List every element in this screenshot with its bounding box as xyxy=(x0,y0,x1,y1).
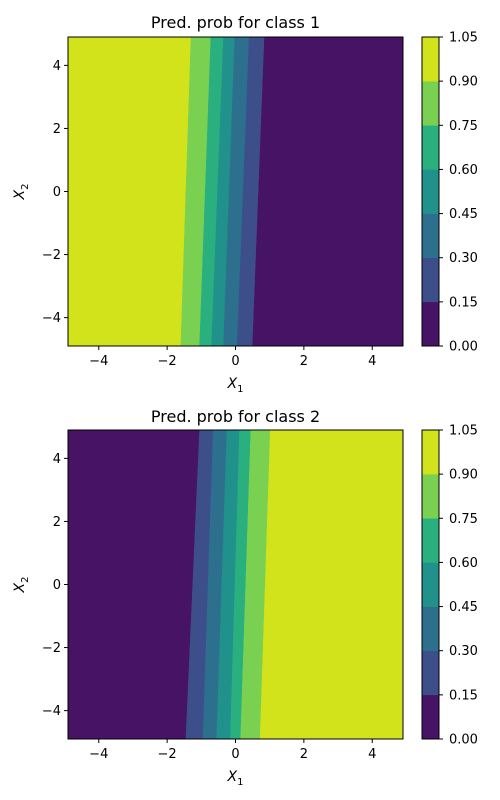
colorbar-segment xyxy=(421,473,440,519)
x-tick-label: 4 xyxy=(368,747,376,762)
y-tick-label: 4 xyxy=(53,452,61,467)
x-tick-label: 4 xyxy=(368,354,376,369)
colorbar-tick-label: 0.60 xyxy=(449,556,478,571)
contour-band xyxy=(67,429,200,740)
colorbar-tick-label: 0.90 xyxy=(449,468,478,483)
colorbar-tick-label: 0.30 xyxy=(449,644,478,659)
x-axis-label-sub: 1 xyxy=(237,777,243,788)
contour-band xyxy=(252,36,404,347)
colorbar-tick-label: 0.00 xyxy=(449,340,478,355)
panel-class-2: Pred. prob for class 2−4 −2 0 2 4−4−2024X1X2… xyxy=(12,407,478,788)
colorbar-segment xyxy=(421,518,440,563)
x-tick-label: −2 xyxy=(158,747,177,762)
x-tick-label: 0 xyxy=(231,747,239,762)
colorbar-tick-label: 0.45 xyxy=(449,207,478,222)
x-tick-label: −4 xyxy=(89,354,108,369)
x-axis-label: X1 xyxy=(227,769,244,788)
colorbar-frame xyxy=(421,36,440,347)
colorbar-segment xyxy=(421,606,440,651)
y-axis-label-sub: 2 xyxy=(20,577,31,583)
y-tick-label: 0 xyxy=(53,578,61,593)
colorbar-segment xyxy=(421,80,440,126)
y-tick-label: −4 xyxy=(42,311,61,326)
x-tick-label: −2 xyxy=(158,354,177,369)
y-tick-label: −2 xyxy=(42,641,61,656)
x-axis-label-main: X xyxy=(227,769,238,785)
chart-title: Pred. prob for class 2 xyxy=(151,407,320,426)
colorbar-segment xyxy=(421,562,440,607)
colorbar-tick-label: 0.75 xyxy=(449,512,478,527)
colorbar-tick-label: 0.90 xyxy=(449,75,478,90)
x-tick-label: −4 xyxy=(89,747,108,762)
colorbar-segment xyxy=(421,301,440,347)
y-tick-label: −2 xyxy=(42,248,61,263)
y-axis-label: X2 xyxy=(12,577,31,594)
colorbar-tick-label: 0.30 xyxy=(449,251,478,266)
x-tick-label: 0 xyxy=(231,354,239,369)
colorbar-segment xyxy=(421,429,440,475)
y-tick-label: 2 xyxy=(53,122,61,137)
y-axis-label-main: X xyxy=(12,189,28,200)
colorbar-segment xyxy=(421,36,440,82)
y-axis-label: X2 xyxy=(12,184,31,201)
x-axis-label-sub: 1 xyxy=(237,384,243,395)
y-tick-label: −4 xyxy=(42,704,61,719)
colorbar-frame xyxy=(421,429,440,740)
x-tick-label: 2 xyxy=(300,747,308,762)
x-axis-label-main: X xyxy=(227,376,238,392)
y-axis-label-sub: 2 xyxy=(20,184,31,190)
x-tick-label: 2 xyxy=(300,354,308,369)
colorbar-segment xyxy=(421,213,440,258)
colorbar-tick-label: 0.15 xyxy=(449,688,478,703)
colorbar-tick-label: 0.15 xyxy=(449,295,478,310)
colorbar-tick-label: 0.45 xyxy=(449,600,478,615)
contour-band xyxy=(67,36,192,347)
colorbar-segment xyxy=(421,694,440,740)
contour-band xyxy=(259,429,404,740)
colorbar-tick-label: 0.75 xyxy=(449,119,478,134)
y-tick-label: 0 xyxy=(53,185,61,200)
y-tick-label: 2 xyxy=(53,515,61,530)
colorbar-tick-label: 1.05 xyxy=(449,31,478,46)
y-tick-label: 4 xyxy=(53,59,61,74)
chart-title: Pred. prob for class 1 xyxy=(151,13,320,32)
colorbar-segment xyxy=(421,169,440,214)
colorbar-tick-label: 0.00 xyxy=(449,733,478,748)
colorbar-segment xyxy=(421,650,440,696)
y-axis-label-main: X xyxy=(12,582,28,593)
colorbar-tick-label: 1.05 xyxy=(449,424,478,439)
colorbar-tick-label: 0.60 xyxy=(449,163,478,178)
colorbar-segment xyxy=(421,257,440,303)
panel-class-1: Pred. prob for class 1−4 −2 0 2 4−4−2024X1X2… xyxy=(12,13,478,395)
colorbar-segment xyxy=(421,125,440,170)
x-axis-label: X1 xyxy=(227,376,244,395)
